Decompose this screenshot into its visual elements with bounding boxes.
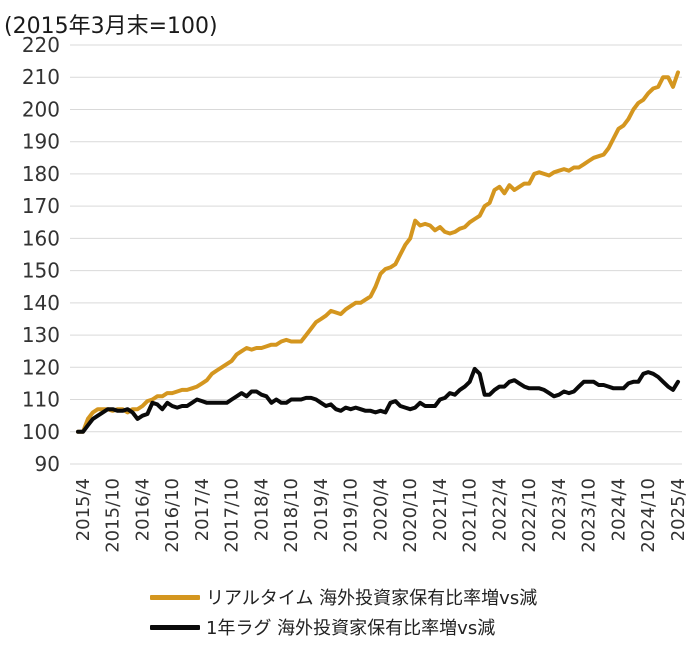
chart-legend: リアルタイム 海外投資家保有比率増vs減 1年ラグ 海外投資家保有比率増vs減 (150, 582, 537, 642)
x-tick-label: 2023/4 (549, 478, 570, 541)
y-tick-label: 210 (22, 65, 60, 89)
y-tick-label: 160 (22, 226, 60, 250)
x-tick-label: 2020/4 (370, 478, 391, 541)
legend-label-realtime: リアルタイム 海外投資家保有比率増vs減 (206, 588, 538, 609)
x-tick-label: 2019/4 (311, 478, 332, 541)
x-tick-label: 2015/4 (73, 478, 94, 541)
x-tick-label: 2025/4 (668, 478, 689, 541)
y-tick-label: 140 (22, 291, 60, 315)
x-tick-label: 2021/10 (460, 478, 481, 553)
legend-swatch-lag (150, 624, 200, 630)
x-tick-label: 2023/10 (579, 478, 600, 553)
x-tick-label: 2020/10 (400, 478, 421, 553)
y-tick-label: 180 (22, 162, 60, 186)
y-tick-label: 150 (22, 259, 60, 283)
x-tick-label: 2022/4 (489, 478, 510, 541)
y-tick-label: 120 (22, 355, 60, 379)
y-tick-label: 100 (22, 420, 60, 444)
x-tick-label: 2016/10 (162, 478, 183, 553)
legend-item-lag: 1年ラグ 海外投資家保有比率増vs減 (150, 612, 537, 642)
y-tick-label: 90 (35, 452, 60, 476)
line-chart: 90 100 110 120 130 140 150 160 170 180 190 200 210 22… (22, 33, 689, 553)
y-tick-label: 130 (22, 323, 60, 347)
y-tick-label: 170 (22, 194, 60, 218)
series-line-0 (76, 70, 680, 434)
x-tick-label: 2018/4 (251, 478, 272, 541)
y-tick-label: 220 (22, 33, 60, 57)
legend-item-realtime: リアルタイム 海外投資家保有比率増vs減 (150, 582, 537, 612)
y-tick-label: 200 (22, 97, 60, 121)
legend-label-lag: 1年ラグ 海外投資家保有比率増vs減 (206, 618, 496, 639)
legend-swatch-realtime (150, 594, 200, 600)
y-tick-label: 190 (22, 130, 60, 154)
x-tick-label: 2024/4 (608, 478, 629, 541)
x-tick-label: 2016/4 (132, 478, 153, 541)
x-tick-label: 2019/10 (341, 478, 362, 553)
y-axis-unit-label: (2015年3月末=100) (4, 14, 218, 39)
x-tick-label: 2017/10 (222, 478, 243, 553)
x-tick-label: 2018/10 (281, 478, 302, 553)
y-tick-label: 110 (22, 388, 60, 412)
x-tick-label: 2024/10 (638, 478, 659, 553)
x-tick-label: 2021/4 (430, 478, 451, 541)
x-tick-label: 2017/4 (192, 478, 213, 541)
x-tick-label: 2015/10 (103, 478, 124, 553)
x-tick-label: 2022/10 (519, 478, 540, 553)
series-line-1 (76, 366, 680, 434)
